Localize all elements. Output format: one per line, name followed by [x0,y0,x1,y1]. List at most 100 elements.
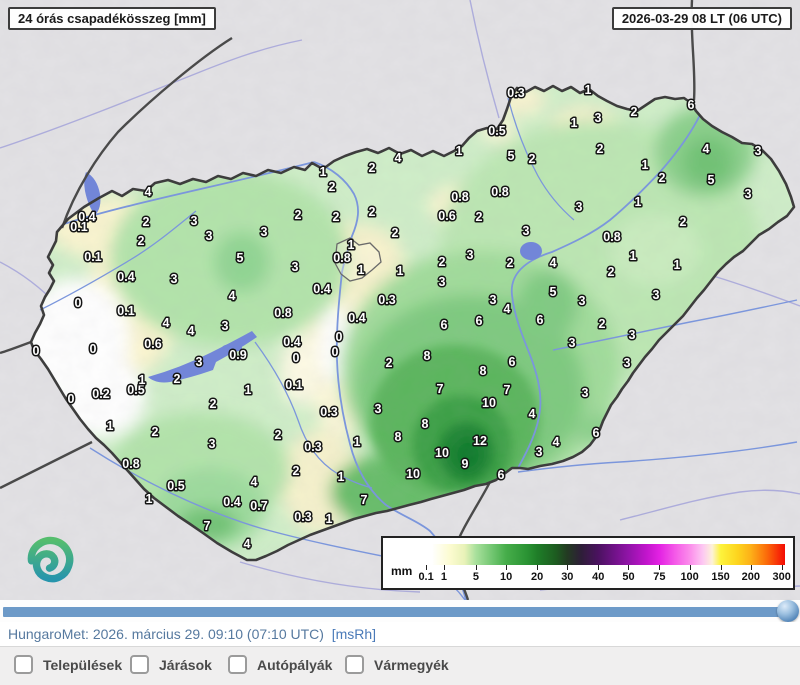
checkbox-jarasok[interactable] [130,655,149,674]
station-value: 0.4 [313,282,330,296]
layer-label: Autópályák [257,656,333,673]
station-value: 1 [674,258,681,272]
station-value: 2 [152,425,159,439]
layer-toggle-telepulesek[interactable]: Települések [14,655,122,674]
station-value: 2 [333,210,340,224]
layer-toggle-jarasok[interactable]: Járások [130,655,212,674]
station-value: 3 [292,260,299,274]
station-value: 3 [209,437,216,451]
station-value: 0.7 [250,499,267,513]
station-value: 6 [688,98,695,112]
station-value: 2 [369,205,376,219]
station-value: 0.1 [70,220,87,234]
station-value: 3 [467,248,474,262]
station-value: 2 [476,210,483,224]
station-value: 1 [358,263,365,277]
station-value: 7 [361,493,368,507]
checkbox-autopalyak[interactable] [228,655,247,674]
checkbox-telepulesek[interactable] [14,655,33,674]
station-value: 4 [550,256,557,270]
station-value: 2 [143,215,150,229]
station-value: 4 [395,151,402,165]
hungaromet-logo [27,536,74,583]
station-value: 3 [222,319,229,333]
station-value: 6 [476,314,483,328]
station-value: 0.5 [167,479,184,493]
station-value: 0.4 [117,270,134,284]
lake-balaton [148,331,257,383]
budapest-boundary [334,237,382,282]
station-value: 4 [553,435,560,449]
station-value: 1 [630,249,637,263]
station-value: 7 [437,382,444,396]
station-value: 3 [653,288,660,302]
station-value: 0.2 [92,387,109,401]
station-value: 2 [392,226,399,240]
station-value: 6 [509,355,516,369]
layer-toggle-varmegyek[interactable]: Vármegyék [345,655,449,674]
lake-velence [222,344,242,352]
station-value: 4 [145,185,152,199]
station-value: 0.8 [122,457,139,471]
station-value: 0.3 [294,510,311,524]
station-value: 3 [171,272,178,286]
map-timestamp: 2026-03-29 08 LT (06 UTC) [611,7,792,30]
station-value: 1 [338,470,345,484]
status-tag: [msRh] [331,626,377,642]
layer-toggle-autopalyak[interactable]: Autópályák [228,655,332,674]
station-value: 4 [529,407,536,421]
station-value: 0.3 [320,405,337,419]
station-value: 3 [490,293,497,307]
station-value: 8 [395,430,402,444]
legend-unit-label: mm [391,564,413,578]
station-value: 3 [439,275,446,289]
legend-ticks: 0.1 1 5 10 20 30 40 50 75 100 150 200 300 [418,565,791,587]
station-value: 0.4 [348,311,365,325]
station-value: 3 [191,214,198,228]
station-value: 6 [593,426,600,440]
station-value: 7 [204,519,211,533]
station-value: 3 [745,187,752,201]
station-value: 3 [629,328,636,342]
station-value: 8 [422,417,429,431]
layer-label: Települések [43,656,123,673]
station-value: 0 [33,344,40,358]
station-value: 0.8 [603,230,620,244]
time-slider-thumb[interactable] [777,600,799,622]
status-text: HungaroMet: 2026. március 29. 09:10 (07:… [8,626,377,642]
legend-colorbar [421,544,785,565]
station-value: 2 [210,397,217,411]
station-value: 1 [146,492,153,506]
time-slider[interactable] [0,600,800,622]
station-value: 3 [569,336,576,350]
station-value: 0 [336,330,343,344]
map-title: 24 órás csapadékösszeg [mm] [8,7,216,30]
station-value: 0.5 [488,124,505,138]
station-value: 2 [329,180,336,194]
station-value: 1 [585,83,592,97]
station-value: 3 [196,355,203,369]
station-value: 3 [576,200,583,214]
station-value: 1 [326,512,333,526]
station-value: 8 [424,349,431,363]
station-value: 10 [435,446,449,460]
checkbox-varmegyek[interactable] [345,655,364,674]
station-value: 4 [244,537,251,551]
station-value: 3 [536,445,543,459]
station-value: 2 [293,464,300,478]
station-value: 0.6 [438,209,455,223]
station-value: 0.3 [378,293,395,307]
time-slider-track[interactable] [3,607,779,617]
station-value: 1 [635,195,642,209]
station-value: 3 [624,356,631,370]
station-value: 0.3 [304,440,321,454]
station-value: 2 [138,234,145,248]
station-value: 2 [529,152,536,166]
lake-tisza [520,242,542,260]
station-value: 0 [293,351,300,365]
station-value: 1 [245,383,252,397]
station-value: 2 [507,256,514,270]
station-value: 0.4 [223,495,240,509]
station-value: 2 [275,428,282,442]
